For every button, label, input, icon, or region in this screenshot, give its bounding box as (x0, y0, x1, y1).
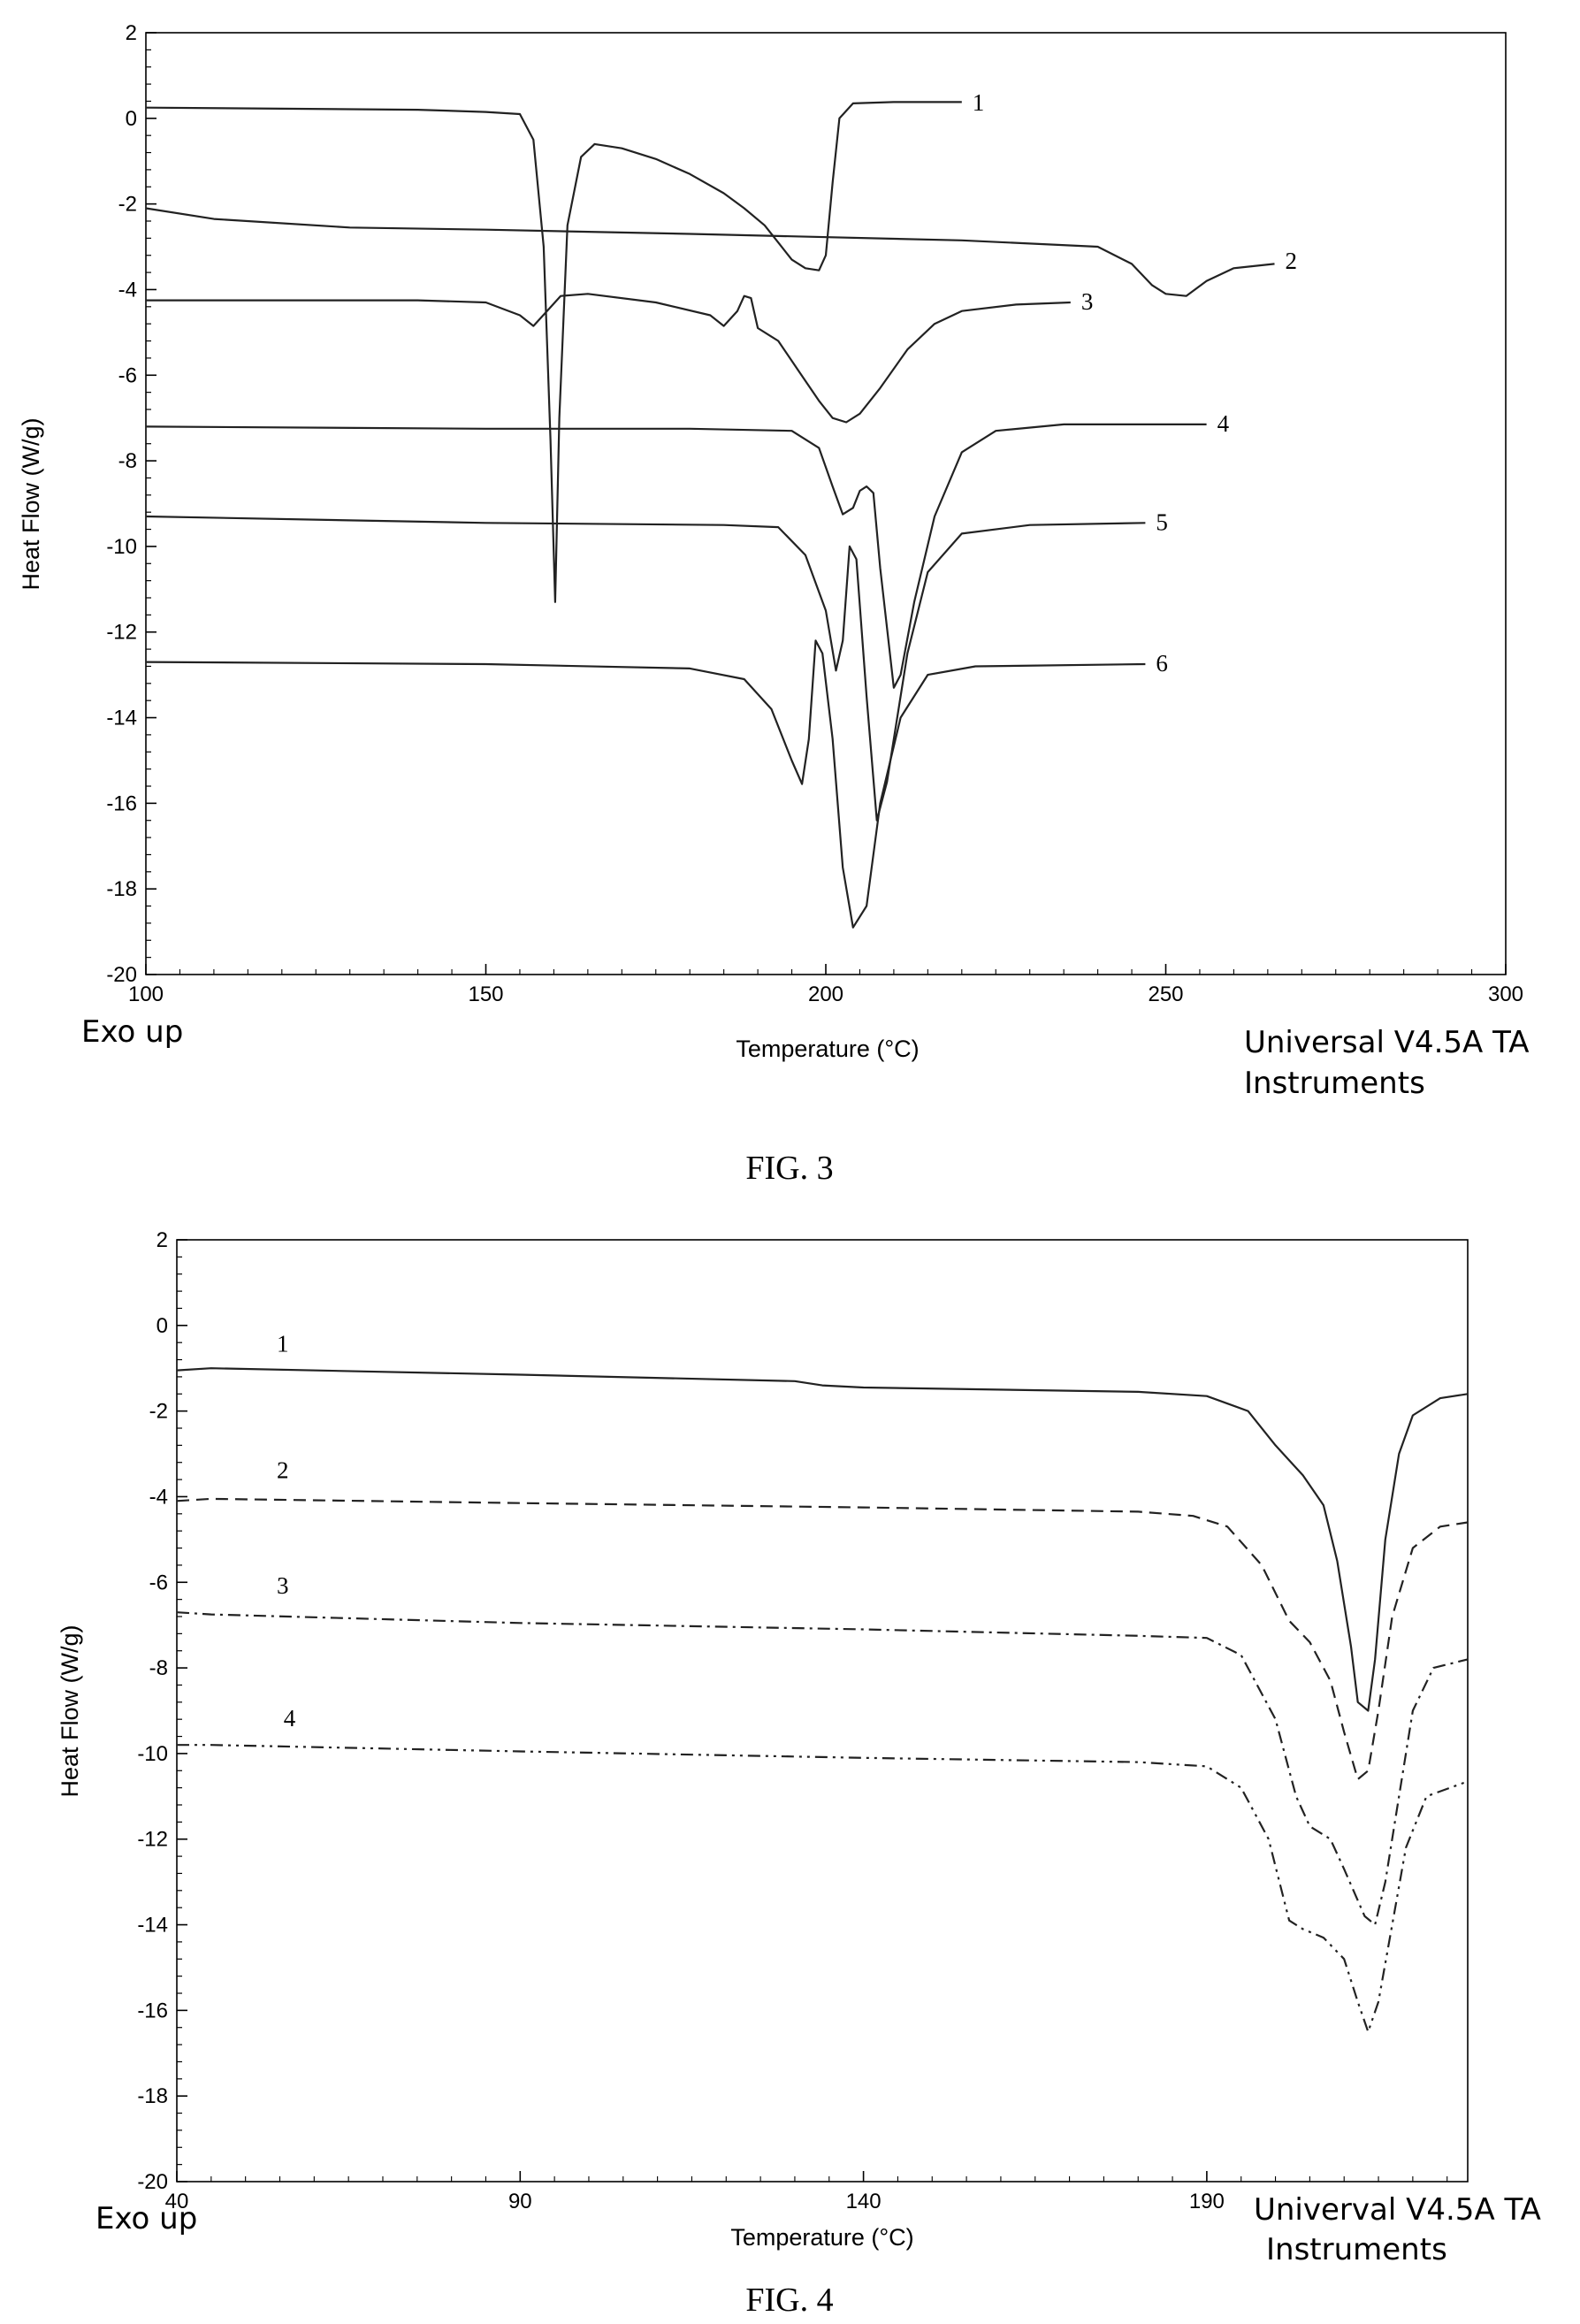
fig3-y-axis-title: Heat Flow (W/g) (18, 417, 44, 590)
fig4-series-3-label: 3 (277, 1572, 289, 1599)
fig4-series-2-label: 2 (277, 1456, 289, 1483)
fig4-x-tick-label: 140 (846, 2190, 882, 2213)
fig4-series-1-label: 1 (277, 1331, 289, 1357)
fig3-series-5-label: 5 (1156, 508, 1168, 535)
fig4-instrument-note-line1: Univerval V4.5A TA (1254, 2192, 1541, 2228)
fig4-x-tick-label: 40 (165, 2190, 189, 2213)
fig4-series-1-line (176, 1367, 1469, 1712)
fig4-y-tick-label: -6 (149, 1571, 168, 1594)
fig3-x-axis-title: Temperature (°C) (736, 1036, 919, 1062)
fig4-x-tick-label: 90 (508, 2190, 532, 2213)
fig3-series-6-line (145, 639, 1146, 929)
fig3-x-tick-label: 250 (1148, 982, 1183, 1006)
fig3-series-3-label: 3 (1081, 288, 1094, 315)
fig4-y-tick-label: -12 (137, 1828, 168, 1852)
fig4-y-tick-label: -20 (137, 2170, 168, 2194)
fig3-y-tick-label: -6 (118, 363, 137, 387)
fig3-series-group: 1 2 3 4 5 6 (145, 89, 1298, 929)
fig4-series-2-line (176, 1497, 1469, 1781)
fig3-y-tick-label: -8 (118, 449, 137, 473)
fig3-series-4-label: 4 (1217, 410, 1230, 437)
fig3-y-tick-label: -12 (106, 621, 137, 645)
fig3-exo-up-note: Exo up (81, 1014, 183, 1050)
fig3-x-tick-label: 300 (1488, 982, 1523, 1006)
fig4-y-tick-label: 0 (156, 1314, 168, 1338)
fig3-y-tick-label: -2 (118, 193, 137, 217)
fig3-y-tick-label: -4 (118, 278, 137, 302)
fig3-series-1-label: 1 (973, 89, 985, 116)
fig3-y-tick-label: -10 (106, 535, 137, 559)
fig4-series-group: 1 2 3 4 (176, 1331, 1469, 2033)
fig4-instrument-note-line2: Instruments (1266, 2232, 1447, 2267)
fig3-y-tick-label: 0 (126, 107, 137, 131)
fig3-plot-frame (145, 32, 1507, 975)
fig3-series-2-label: 2 (1286, 248, 1298, 274)
fig4-y-tick-label: -10 (137, 1742, 168, 1766)
fig4-y-tick-label: -8 (149, 1656, 168, 1680)
fig4-y-tick-label: -18 (137, 2084, 168, 2108)
fig3-y-tick-label: -18 (106, 877, 137, 901)
fig4-series-4-line (177, 1744, 1469, 2033)
fig4-series-3-line (176, 1611, 1469, 1926)
fig4-caption: FIG. 4 (745, 2282, 833, 2319)
fig4-x-tick-label: 190 (1189, 2190, 1225, 2213)
fig4-y-tick-label: 2 (156, 1228, 168, 1252)
fig4-x-axis-title: Temperature (°C) (730, 2224, 913, 2251)
fig3-y-tick-label: 2 (126, 21, 137, 45)
fig3-x-tick-label: 200 (808, 982, 843, 1006)
fig4-exo-up-note: Exo up (95, 2201, 197, 2236)
fig3-series-5-line (145, 515, 1146, 822)
fig3-series-2-line (145, 207, 1275, 297)
fig4-y-tick-label: -4 (149, 1485, 168, 1509)
fig3-y-tick-label: -16 (106, 791, 137, 815)
fig3-y-tick-label: -14 (106, 707, 137, 730)
fig4-y-tick-label: -2 (149, 1400, 168, 1424)
fig4-plot-frame (176, 1239, 1469, 2183)
fig3-series-3-line (146, 293, 1071, 424)
fig4-y-tick-label: -14 (137, 1914, 168, 1938)
fig4-series-4-label: 4 (284, 1705, 296, 1732)
fig3-series-1-line (145, 101, 962, 603)
fig3-instrument-note-line1: Universal V4.5A TA (1244, 1025, 1530, 1060)
fig3-y-tick-label: -20 (106, 963, 137, 987)
fig3-series-6-label: 6 (1156, 650, 1168, 677)
fig3-x-tick-label: 150 (468, 982, 503, 1006)
fig3-caption: FIG. 3 (745, 1150, 833, 1187)
fig4-y-tick-label: -16 (137, 1999, 168, 2022)
fig4-y-axis-title: Heat Flow (W/g) (57, 1625, 83, 1797)
fig3-x-tick-label: 100 (128, 982, 164, 1006)
fig3-series-4-line (145, 423, 1207, 689)
fig3-instrument-note-line2: Instruments (1244, 1066, 1425, 1101)
